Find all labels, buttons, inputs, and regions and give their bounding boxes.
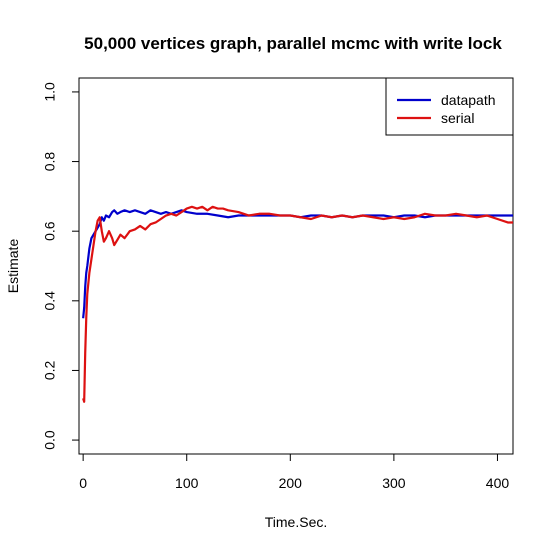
legend-entry-serial: serial — [441, 110, 474, 126]
legend: datapath serial — [385, 77, 514, 136]
y-tick-label: 0.6 — [42, 221, 58, 241]
series-line-serial — [82, 205, 513, 403]
y-tick-label: 0.0 — [42, 430, 58, 450]
y-tick-label: 0.2 — [42, 361, 58, 381]
y-axis: 0.0 0.2 0.4 0.6 0.8 1.0 — [42, 82, 80, 450]
x-tick-label: 100 — [175, 475, 199, 491]
x-axis: 0 100 200 300 400 — [79, 453, 510, 491]
y-axis-label: Estimate — [5, 239, 21, 294]
y-tick-label: 0.8 — [42, 152, 58, 172]
x-tick-label: 200 — [279, 475, 303, 491]
legend-box — [385, 77, 514, 136]
x-tick-label: 0 — [79, 475, 87, 491]
legend-entry-datapath: datapath — [441, 92, 496, 108]
chart-title: 50,000 vertices graph, parallel mcmc wit… — [84, 34, 502, 53]
y-tick-label: 1.0 — [42, 82, 58, 102]
x-axis-label: Time.Sec. — [265, 514, 328, 530]
y-tick-label: 0.4 — [42, 291, 58, 311]
x-tick-label: 300 — [382, 475, 406, 491]
x-tick-label: 400 — [486, 475, 510, 491]
series-group — [82, 205, 513, 403]
